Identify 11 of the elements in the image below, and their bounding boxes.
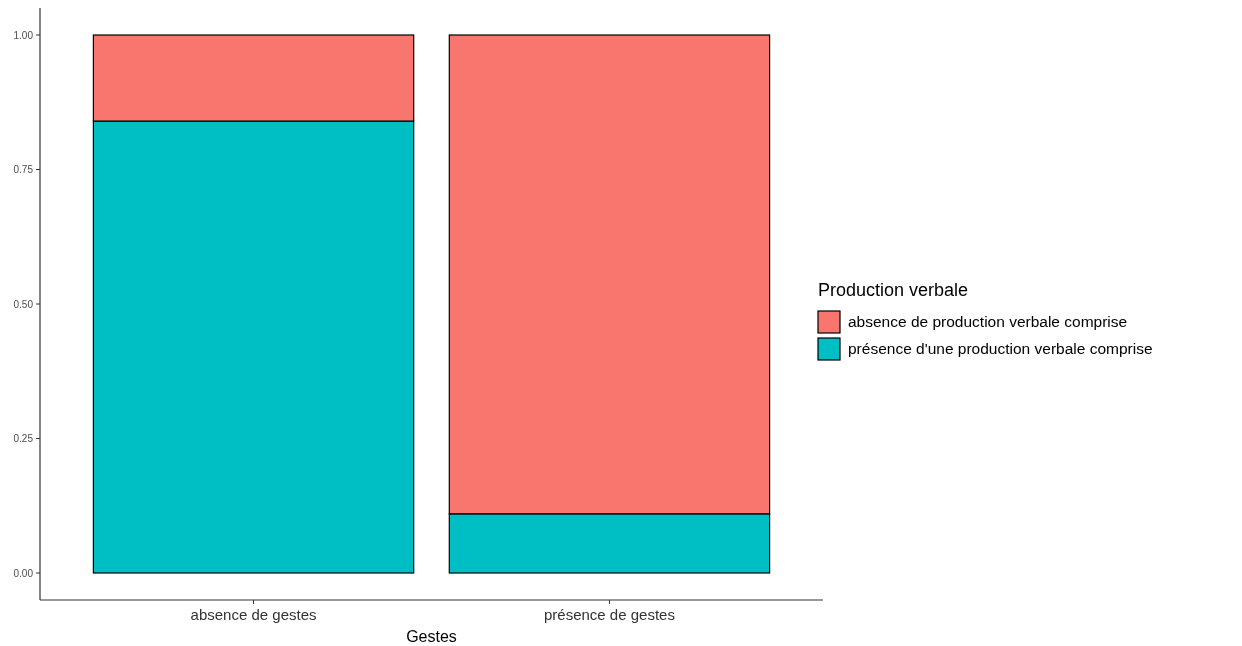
x-axis-title: Gestes [406,627,457,645]
legend-label: absence de production verbale comprise [848,313,1128,331]
y-tick-label: 0.75 [13,164,34,175]
y-tick-label: 0.00 [13,567,34,579]
y-tick-label: 0.25 [13,433,34,444]
x-tick-label: présence de gestes [543,606,675,623]
y-tick-label: 0.50 [13,298,34,310]
x-tick-label: absence de gestes [190,606,317,623]
y-tick-label: 1.00 [13,29,34,41]
legend-label: présence d'une production verbale comprise [848,340,1153,358]
legend-title: Production verbale [818,280,969,301]
